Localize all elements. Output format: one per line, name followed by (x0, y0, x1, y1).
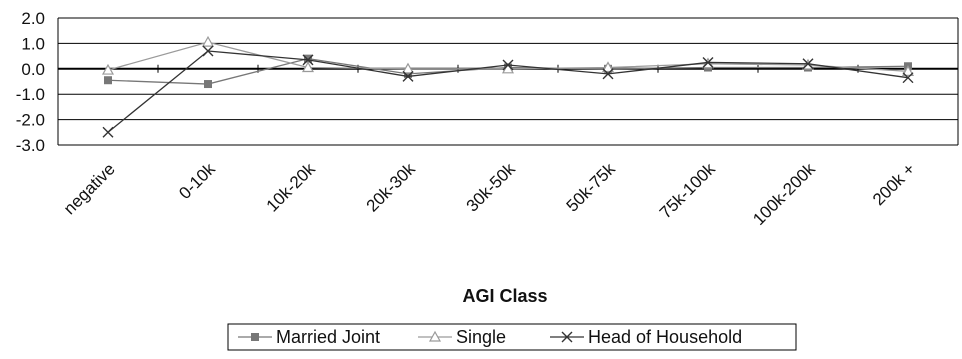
data-point (601, 61, 615, 73)
y-tick-label: 1.0 (21, 34, 45, 53)
y-tick-label: 0.0 (21, 60, 45, 79)
data-point (304, 54, 312, 63)
x-tick-label: 0-10k (175, 159, 219, 203)
x-tick-label: 30k-50k (463, 159, 520, 216)
data-point (401, 62, 415, 74)
data-point (101, 63, 115, 75)
legend-label: Married Joint (276, 327, 380, 347)
x-tick-label: negative (60, 159, 119, 218)
legend: Married Joint Single Head of Household (227, 323, 797, 351)
y-tick-labels: 2.0 1.0 0.0 -1.0 -2.0 -3.0 (16, 9, 45, 155)
x-axis-title: AGI Class (462, 286, 547, 306)
data-point (201, 35, 215, 47)
legend-box (227, 323, 797, 351)
legend-label: Head of Household (588, 327, 742, 347)
data-point (802, 58, 814, 70)
y-tick-label: -2.0 (16, 111, 45, 130)
x-tick-label: 200k + (869, 159, 919, 209)
legend-item: Head of Household (550, 327, 742, 347)
data-point (428, 330, 442, 342)
data-point (302, 54, 314, 66)
data-point (902, 72, 914, 84)
y-tick-label: 2.0 (21, 9, 45, 28)
data-point (402, 70, 414, 82)
legend-label: Single (456, 327, 506, 347)
y-tick-label: -1.0 (16, 85, 45, 104)
data-point (202, 45, 214, 57)
data-point (251, 333, 259, 341)
legend-item: Married Joint (238, 327, 380, 347)
x-tick-label: 20k-30k (363, 159, 420, 216)
data-point (561, 331, 573, 343)
data-point (104, 76, 112, 85)
data-point (404, 69, 412, 78)
x-tick-labels: negative 0-10k 10k-20k 20k-30k 30k-50k 50k-75… (60, 159, 919, 229)
series-head-of-household (102, 45, 914, 138)
x-tick-label: 50k-75k (563, 159, 620, 216)
y-tick-label: -3.0 (16, 136, 45, 155)
gridlines (57, 17, 959, 146)
series-lines (101, 35, 915, 138)
x-tick-label: 10k-20k (263, 159, 320, 216)
data-point (602, 68, 614, 80)
data-point (204, 80, 212, 89)
x-tick-label: 75k-100k (656, 159, 719, 222)
data-point (901, 65, 915, 76)
data-point (502, 59, 514, 71)
data-point (102, 126, 114, 138)
x-tick-label: 100k-200k (749, 159, 819, 229)
data-point (301, 61, 315, 73)
legend-item: Single (418, 327, 506, 347)
data-point (702, 56, 714, 68)
